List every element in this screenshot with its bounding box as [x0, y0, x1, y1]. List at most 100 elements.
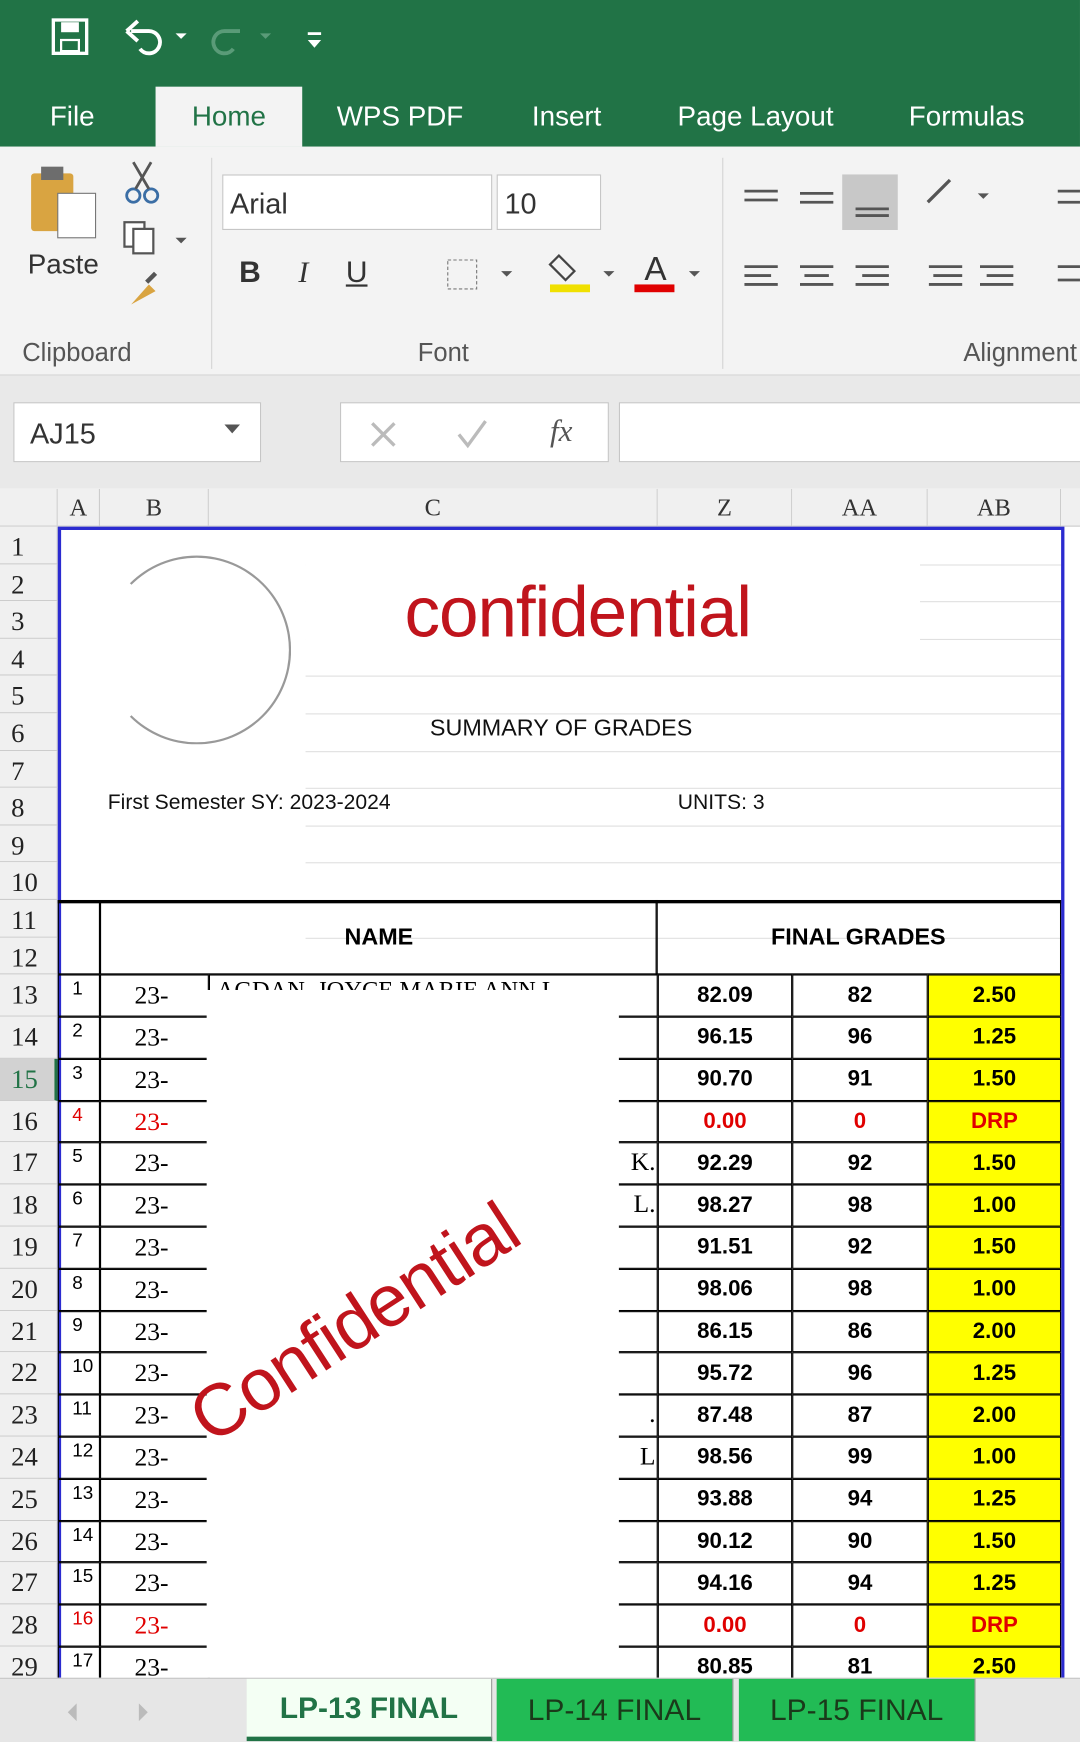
cell-equivalent: 1.25: [927, 1352, 1062, 1395]
cell-equivalent: 1.25: [927, 1016, 1062, 1059]
grid-line: [305, 937, 1062, 939]
cell-grade: 0.00: [657, 1100, 793, 1143]
ribbon-tab[interactable]: Insert: [531, 100, 602, 132]
column-header[interactable]: Z: [657, 488, 793, 527]
row-header[interactable]: 12: [0, 937, 58, 975]
row-header[interactable]: 28: [0, 1604, 58, 1647]
sheet-tab-bar: LP-13 FINAL LP-14 FINAL LP-15 FINAL: [0, 1677, 1080, 1742]
ribbon-tab[interactable]: Home: [155, 86, 303, 147]
cell-grade: 87.48: [657, 1394, 793, 1437]
customize-icon[interactable]: [304, 29, 326, 53]
sheet-tab[interactable]: LP-13 FINAL: [246, 1678, 493, 1742]
sheet-tab[interactable]: LP-14 FINAL: [496, 1678, 734, 1742]
ribbon-tab[interactable]: WPS PDF: [336, 100, 464, 132]
fx-button[interactable]: fx: [549, 414, 573, 449]
row-header[interactable]: 1: [0, 526, 58, 564]
cell-id: 23-: [99, 1520, 209, 1563]
column-header[interactable]: AB: [927, 488, 1062, 527]
row-header[interactable]: 3: [0, 601, 58, 639]
formula-buttons: fx: [339, 402, 609, 463]
cell-id: 23-: [99, 1100, 209, 1143]
row-header[interactable]: 24: [0, 1436, 58, 1479]
cell-rounded: 86: [792, 1310, 928, 1353]
title-bar: File Home WPS PDF Insert Page Layout Formulas: [0, 0, 1080, 147]
cell-grade: 98.56: [657, 1436, 793, 1479]
row-header[interactable]: 25: [0, 1478, 58, 1521]
row-header[interactable]: 10: [0, 862, 58, 900]
row-header[interactable]: 14: [0, 1016, 58, 1059]
cell-equivalent: 1.00: [927, 1268, 1062, 1311]
row-header[interactable]: 2: [0, 563, 58, 602]
row-header[interactable]: 6: [0, 713, 58, 751]
row-header[interactable]: 17: [0, 1142, 58, 1185]
cell-no: 17: [57, 1646, 100, 1678]
cell-id: 23-: [99, 1604, 209, 1647]
row-header[interactable]: 26: [0, 1520, 58, 1563]
cell-equivalent: 1.50: [927, 1520, 1062, 1563]
dropdown[interactable]: [222, 422, 244, 438]
cell-grade: 90.12: [657, 1520, 793, 1563]
redo-icon: [211, 29, 272, 56]
row-header[interactable]: 18: [0, 1184, 58, 1227]
final-header: FINAL GRADES: [655, 899, 1062, 975]
format-button[interactable]: B: [239, 255, 261, 289]
name-box[interactable]: AJ15: [13, 402, 262, 463]
logo: [102, 555, 292, 744]
row-header[interactable]: 27: [0, 1562, 58, 1605]
row-header[interactable]: 13: [0, 974, 58, 1017]
tab-scroll[interactable]: [61, 1699, 161, 1726]
paste-icon[interactable]: [24, 162, 113, 251]
save-icon[interactable]: [51, 18, 91, 58]
ribbon: Paste Clipboard Arial 10 A Font Alignmen…: [0, 146, 1080, 376]
row-header[interactable]: 16: [0, 1100, 58, 1143]
cell-id: 23-: [99, 1436, 209, 1479]
redaction: [206, 990, 619, 1678]
column-header[interactable]: AA: [792, 488, 928, 527]
cell-no: 9: [57, 1310, 100, 1353]
row-header[interactable]: 23: [0, 1394, 58, 1437]
font-size-box[interactable]: 10: [496, 174, 602, 230]
row-header[interactable]: 20: [0, 1268, 58, 1311]
units: UNITS: 3: [677, 791, 765, 815]
column-header: [1061, 488, 1080, 527]
row-header[interactable]: 5: [0, 675, 58, 714]
row-header[interactable]: 22: [0, 1352, 58, 1395]
font-name-box[interactable]: Arial: [222, 174, 493, 230]
row-header[interactable]: 29: [0, 1646, 58, 1678]
row-header[interactable]: 9: [0, 825, 58, 863]
format-button[interactable]: U: [345, 255, 368, 289]
row-header[interactable]: 7: [0, 750, 58, 788]
cell-grade: 86.15: [657, 1310, 793, 1353]
cell-id: 23-: [99, 974, 209, 1017]
name-fragment: K.: [630, 1148, 656, 1176]
name-fragment: L.: [633, 1190, 656, 1218]
cell-equivalent: 1.25: [927, 1562, 1062, 1605]
row-header[interactable]: 19: [0, 1226, 58, 1269]
sheet-tab[interactable]: LP-15 FINAL: [738, 1678, 976, 1742]
column-header[interactable]: A: [57, 488, 100, 527]
row-header[interactable]: 15: [0, 1058, 58, 1101]
row-header[interactable]: 8: [0, 787, 58, 826]
column-header[interactable]: B: [99, 488, 209, 527]
formula-input[interactable]: [618, 402, 1080, 463]
ribbon-tab[interactable]: Page Layout: [677, 100, 834, 132]
name-fragment: .: [649, 1400, 656, 1428]
cell-no: 11: [57, 1394, 100, 1437]
font-label: Font: [417, 337, 469, 367]
cell-no: 2: [57, 1016, 100, 1059]
undo-icon[interactable]: [122, 16, 193, 56]
cell-grade: 95.72: [657, 1352, 793, 1395]
row-header[interactable]: 11: [0, 899, 58, 938]
cell-grade: 92.29: [657, 1142, 793, 1185]
cell-no: 16: [57, 1604, 100, 1647]
cell-rounded: 92: [792, 1226, 928, 1269]
column-header[interactable]: C: [208, 488, 658, 527]
row-header[interactable]: 21: [0, 1310, 58, 1353]
ribbon-tab[interactable]: Formulas: [908, 100, 1025, 132]
paste-label[interactable]: Paste: [27, 248, 99, 280]
format-button[interactable]: I: [298, 255, 309, 289]
cell-rounded: 92: [792, 1142, 928, 1185]
ribbon-tab[interactable]: File: [49, 100, 95, 132]
row-header[interactable]: 4: [0, 638, 58, 676]
